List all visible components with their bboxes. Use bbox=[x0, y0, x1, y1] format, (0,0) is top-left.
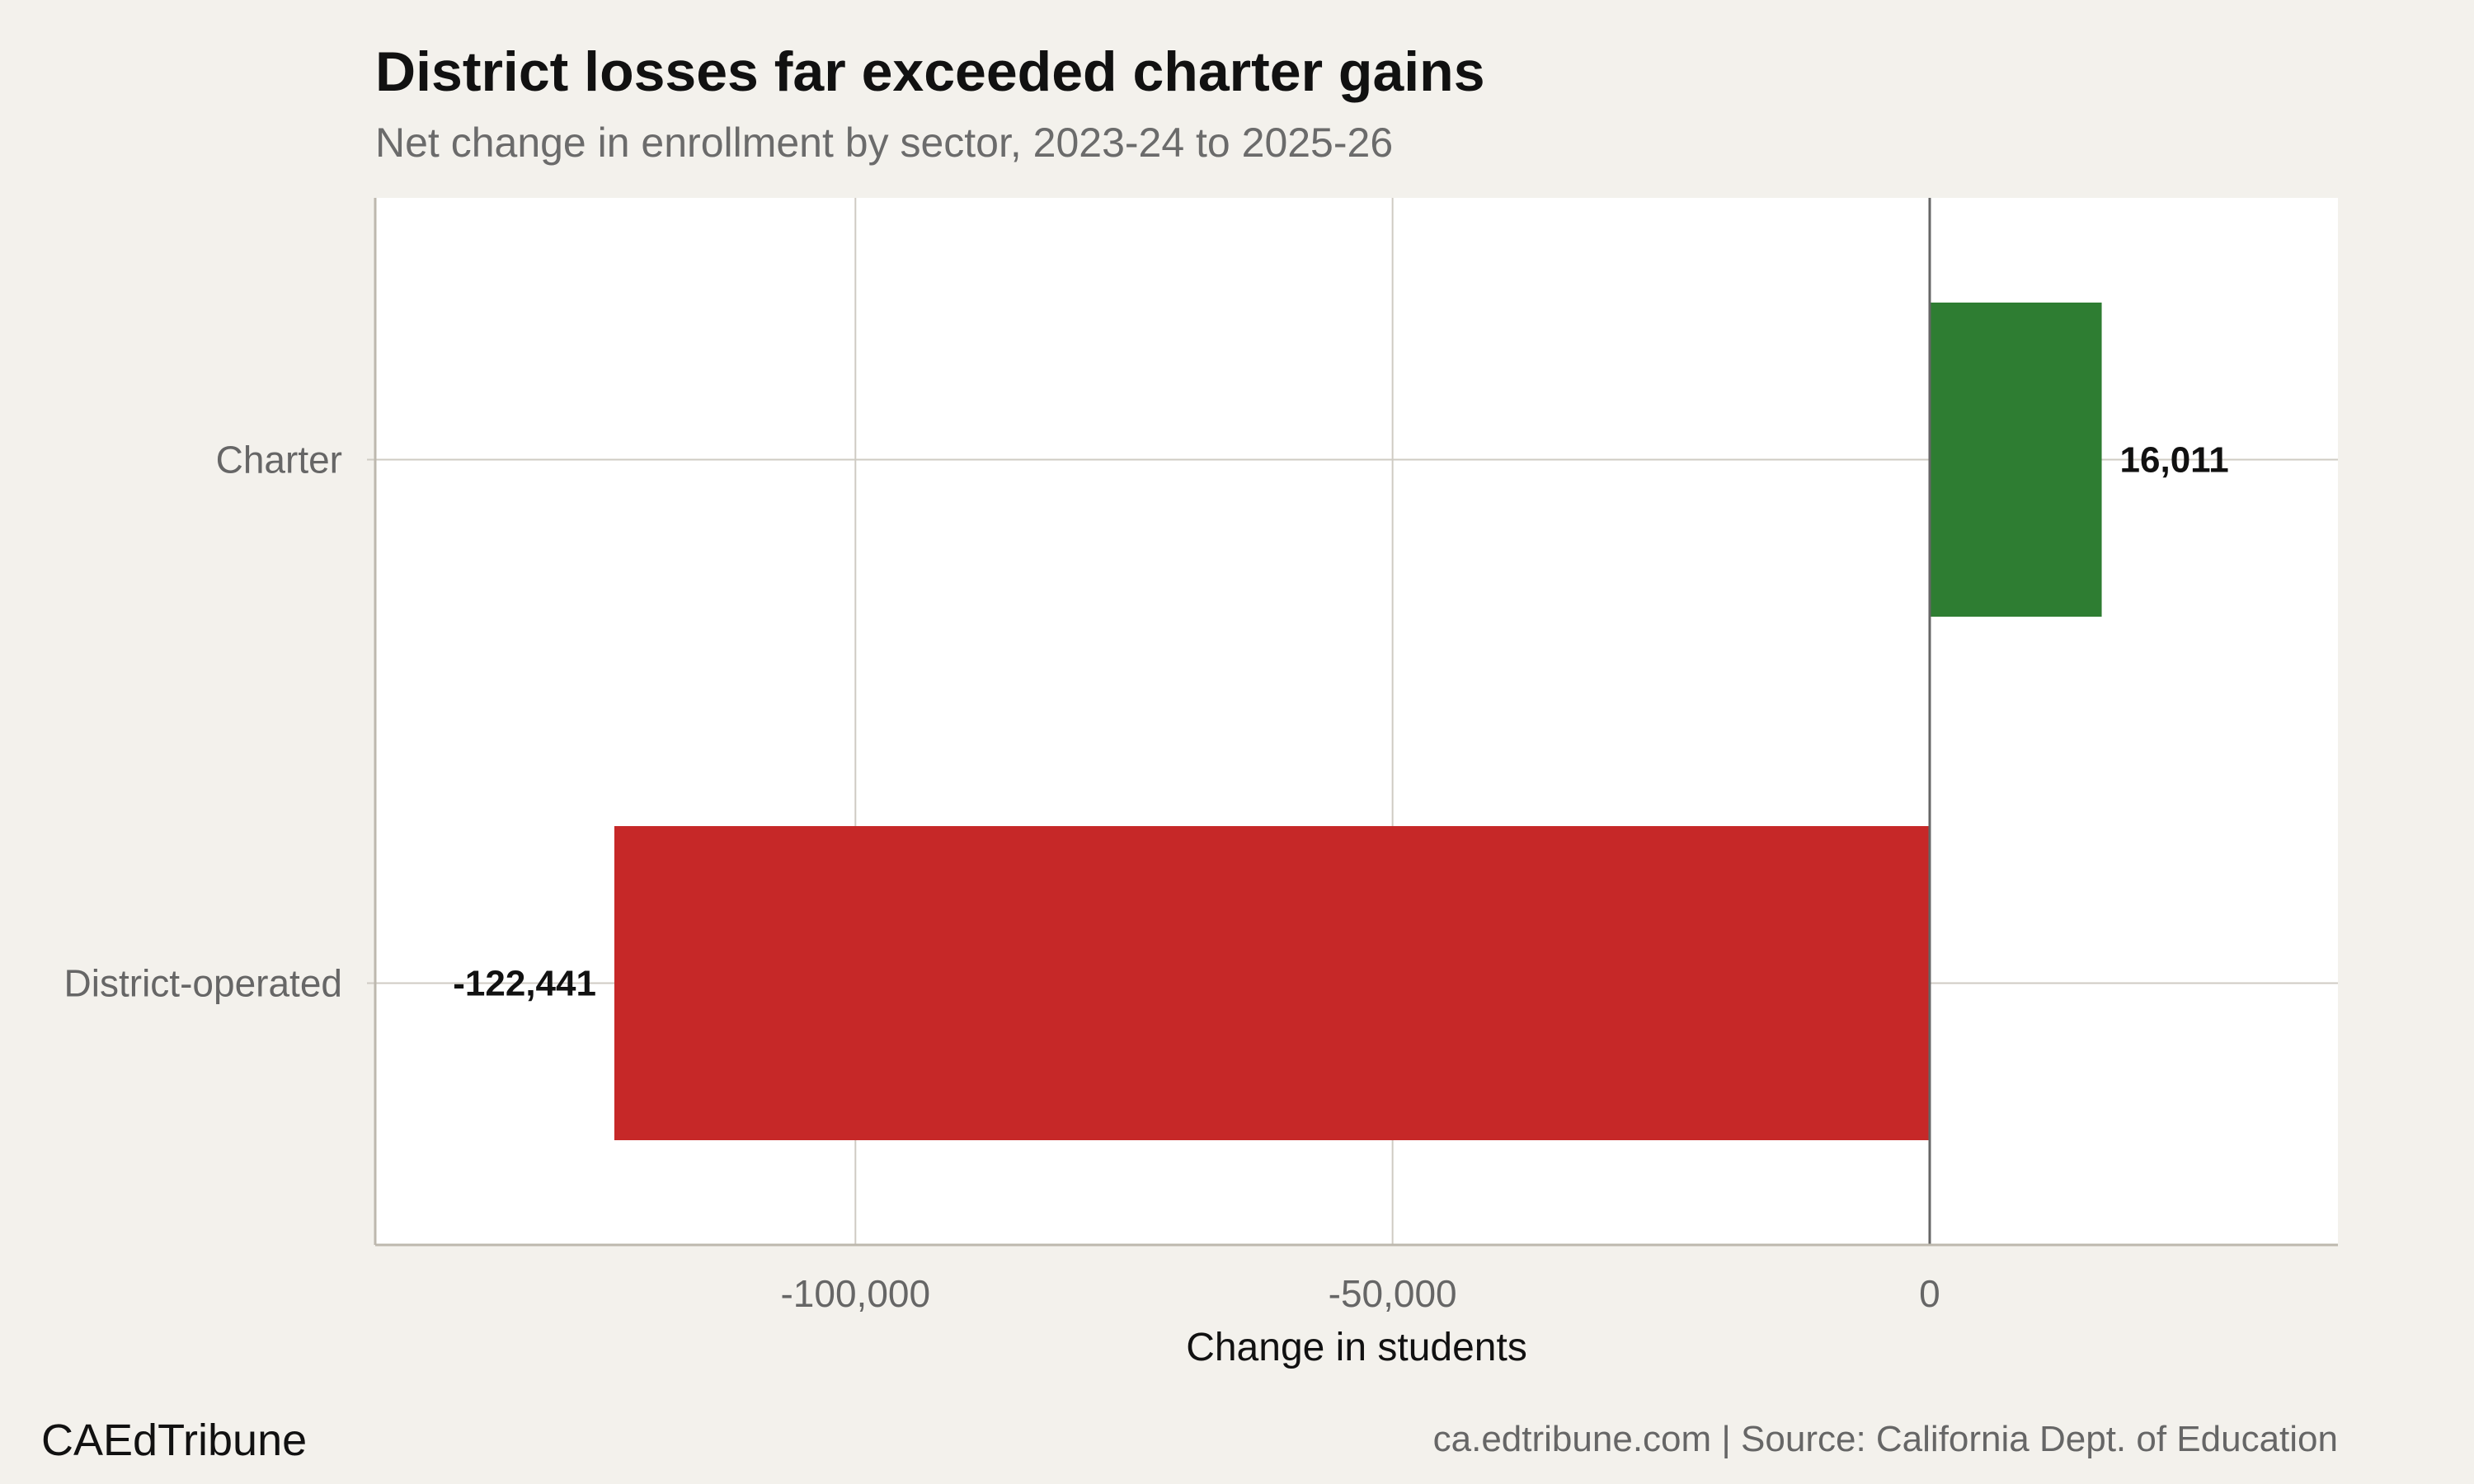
x-tick-label: -50,000 bbox=[1329, 1272, 1457, 1315]
category-label: District-operated bbox=[64, 962, 342, 1005]
bars bbox=[614, 303, 2102, 1140]
source-note: ca.edtribune.com | Source: California De… bbox=[1433, 1419, 2338, 1459]
bar bbox=[1929, 303, 2102, 617]
x-tick-label: 0 bbox=[1919, 1272, 1940, 1315]
data-label: -122,441 bbox=[453, 964, 596, 1004]
chart-subtitle: Net change in enrollment by sector, 2023… bbox=[375, 120, 1393, 166]
category-label: Charter bbox=[216, 439, 342, 481]
chart-title: District losses far exceeded charter gai… bbox=[375, 40, 1485, 103]
bar bbox=[614, 826, 1930, 1140]
axes bbox=[367, 198, 2338, 1247]
data-label: 16,011 bbox=[2120, 440, 2229, 481]
x-tick-label: -100,000 bbox=[780, 1272, 930, 1315]
brand-logo-text: CAEdTribune bbox=[41, 1416, 307, 1465]
x-axis-title: Change in students bbox=[1186, 1326, 1527, 1369]
labels: -100,000 -50,000 0 Charter District-operated… bbox=[64, 439, 2229, 1316]
